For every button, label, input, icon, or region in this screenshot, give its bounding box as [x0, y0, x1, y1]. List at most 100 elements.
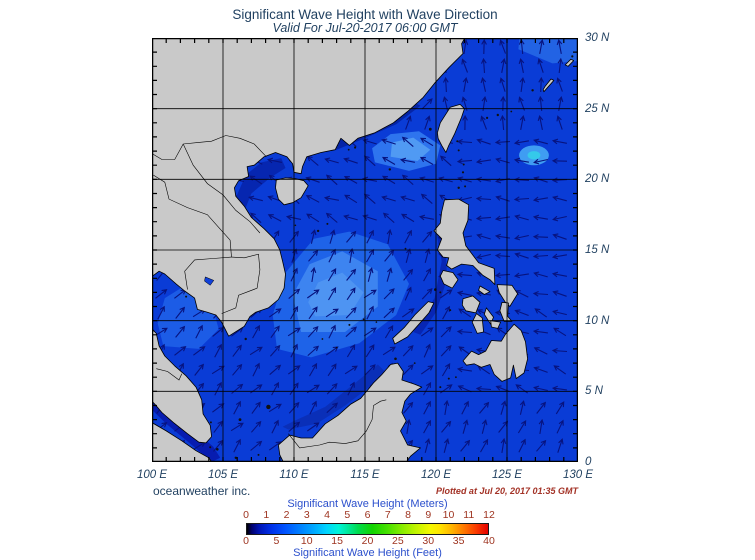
wave-direction-arrow: [480, 115, 488, 130]
wave-direction-arrow: [440, 326, 452, 338]
wave-direction-arrow: [518, 438, 526, 453]
wave-direction-arrow: [552, 309, 567, 316]
wave-direction-arrow: [551, 158, 568, 164]
wave-direction-arrow: [384, 325, 394, 339]
land-palawan: [392, 301, 435, 345]
wave-direction-arrow: [381, 138, 396, 145]
wave-direction-arrow: [440, 345, 452, 357]
wave-direction-arrow: [423, 400, 431, 415]
wave-direction-arrow: [479, 401, 490, 414]
wave-direction-arrow: [462, 76, 469, 92]
wave-direction-arrow: [552, 215, 567, 222]
wave-direction-arrow: [175, 306, 186, 319]
wave-direction-arrow: [423, 343, 431, 358]
wave-direction-arrow: [400, 195, 415, 202]
island-dot: [362, 318, 365, 321]
wave-direction-arrow: [400, 213, 415, 223]
wave-height-patch-ecs-light: [518, 38, 578, 64]
wave-direction-arrow: [424, 115, 431, 130]
country-border: [184, 256, 232, 290]
wave-direction-arrow: [250, 420, 262, 433]
wave-direction-arrow: [456, 271, 473, 278]
wave-direction-arrow: [439, 155, 452, 167]
legend-meter-tick: 0: [243, 509, 249, 521]
lat-tick-label: 10 N: [585, 314, 610, 327]
wave-direction-arrow: [269, 344, 281, 357]
lon-tick-label: 105 E: [207, 469, 239, 481]
wave-height-patch-borneo-coast-dark: [282, 364, 385, 430]
wave-direction-arrow: [551, 347, 568, 354]
wave-direction-arrow: [476, 233, 491, 240]
wave-direction-arrow: [439, 289, 453, 299]
wave-direction-arrow: [556, 419, 564, 434]
wave-direction-arrow: [551, 177, 568, 183]
island-dot: [394, 357, 397, 361]
wave-direction-arrow: [423, 381, 432, 396]
wave-direction-arrow: [382, 346, 396, 356]
lon-tick-label: 110 E: [279, 469, 309, 481]
wave-direction-arrow: [382, 212, 395, 224]
island-dot: [428, 127, 432, 131]
wave-direction-arrow: [326, 402, 339, 414]
island-dot: [462, 163, 465, 166]
wave-direction-arrow: [421, 288, 433, 300]
wave-direction-arrow: [441, 420, 452, 433]
wave-direction-arrow: [381, 156, 396, 165]
wave-direction-arrow: [308, 249, 319, 262]
wave-direction-arrow: [175, 325, 186, 338]
wave-direction-arrow: [362, 214, 377, 221]
legend-meter-tick: 4: [324, 509, 330, 521]
wave-direction-arrow: [402, 345, 414, 357]
wave-direction-arrow: [456, 290, 473, 297]
wave-direction-arrow: [556, 77, 563, 92]
wave-direction-arrow: [443, 438, 450, 453]
wave-direction-arrow: [343, 157, 358, 164]
lat-tick-label: 15 N: [585, 244, 610, 256]
wave-direction-arrow: [458, 308, 472, 318]
wave-direction-arrow: [420, 193, 433, 205]
wave-direction-arrow: [537, 114, 544, 131]
island-dot: [510, 110, 513, 113]
wave-direction-arrow: [323, 195, 340, 202]
legend-meter-tick: 2: [283, 509, 290, 521]
wave-direction-arrow: [514, 214, 529, 221]
wave-direction-arrow: [266, 157, 283, 164]
wave-direction-arrow: [532, 328, 548, 335]
wave-direction-arrow: [211, 365, 225, 375]
country-border: [156, 368, 183, 381]
wave-direction-arrow: [533, 158, 548, 165]
island-dot: [449, 309, 452, 312]
wave-direction-arrow: [513, 272, 529, 279]
lon-tick-label: 130 E: [562, 469, 594, 481]
island-dot: [456, 140, 459, 143]
wave-direction-arrow: [193, 346, 206, 356]
wave-direction-arrow: [513, 157, 529, 164]
lon-tick-label: 115 E: [350, 469, 380, 481]
wave-direction-arrow: [500, 437, 507, 453]
wave-direction-arrow: [480, 77, 487, 92]
wave-direction-arrow: [476, 138, 491, 145]
wave-direction-arrow: [367, 267, 374, 282]
island-dot: [375, 321, 378, 323]
wave-direction-arrow: [481, 419, 488, 434]
country-border: [288, 399, 387, 449]
wave-direction-arrow: [518, 57, 525, 74]
wave-direction-arrow: [499, 39, 507, 54]
wave-direction-arrow: [457, 385, 472, 393]
wave-direction-arrow: [555, 401, 565, 415]
wave-direction-arrow: [214, 343, 222, 358]
wave-direction-arrow: [399, 157, 416, 164]
wave-direction-arrow: [534, 308, 548, 318]
land-asia-mainland: [152, 38, 466, 337]
wave-direction-arrow: [252, 362, 260, 377]
lat-tick-label: 25 N: [585, 102, 610, 115]
island-dot: [404, 247, 407, 250]
island-dot: [354, 146, 357, 149]
island-dot: [461, 171, 465, 174]
island-dot: [496, 113, 499, 117]
wave-direction-arrow: [326, 383, 338, 395]
wave-direction-arrow: [552, 290, 567, 297]
wave-direction-arrow: [456, 328, 473, 335]
island-dot: [234, 456, 237, 459]
wave-direction-arrow: [494, 215, 510, 222]
